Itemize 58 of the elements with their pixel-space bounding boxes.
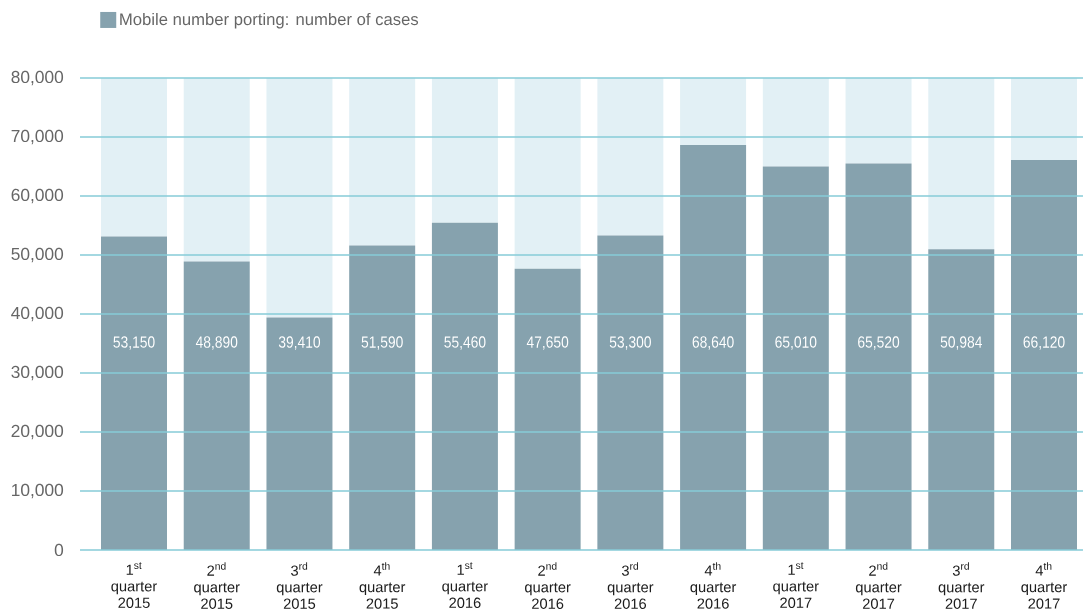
data-label: 55,460 [444,336,486,350]
x-tick-label: $\text{4}^{\text{th}}\ \text{quarter}\ \text{2017}$ [1021,562,1067,609]
data-label: 68,640 [692,336,734,350]
data-label: 48,890 [195,336,238,350]
y-tick-label: 20,000 [11,424,64,440]
x-tick-label: $\text{3}^{\text{rd}}\ \text{quarter}\ \text{2015}$ [276,562,323,609]
x-tick-label: $\text{3}^{\text{rd}}\ \text{quarter}\ \text{2017}$ [938,562,985,609]
y-tick-label: 40,000 [11,306,64,322]
x-tick-label: $\text{2}^{\text{nd}}\ \text{quarter}\ \text{2015}$ [194,562,240,609]
x-tick-label: $\text{1}^{\text{st}}\ \text{quarter}\ \text{2017}$ [773,562,819,608]
bar [680,145,747,550]
y-tick-label: 70,000 [11,129,64,145]
bar [845,163,912,550]
x-tick-label: $\text{3}^{\text{rd}}\ \text{quarter}\ \text{2016}$ [607,562,654,609]
data-label: 50,984 [940,336,982,350]
bar [928,249,995,550]
bar [597,78,664,236]
bar [183,78,250,262]
bar [266,78,333,318]
bar [431,78,498,223]
bar [1011,78,1077,160]
bar [431,222,498,550]
data-label: 66,120 [1023,336,1065,350]
x-tick-label: $\text{1}^{\text{st}}\ \text{quarter}\ \text{2016}$ [442,562,488,608]
bar [845,78,912,164]
y-tick-label: 10,000 [12,483,64,499]
x-tick-label: $\text{2}^{\text{nd}}\ \text{quarter}\ \text{2017}$ [855,562,902,609]
data-label: 47,650 [526,336,569,350]
data-label: 51,590 [361,336,403,350]
bar [101,78,167,237]
y-tick-label: 0 [54,543,64,557]
bar [680,78,747,146]
bar [101,236,167,550]
data-label: 53,300 [609,336,651,350]
y-tick-label: 80,000 [11,70,64,86]
y-tick-label: 30,000 [11,365,64,381]
data-label: 53,150 [113,336,155,350]
bar [183,261,250,550]
bar [349,245,416,550]
bar [514,268,581,550]
x-tick-label: $\text{4}^{\text{th}}\ \text{quarter}\ \text{2015}$ [359,562,406,609]
bar [266,317,333,550]
bar [928,78,995,250]
bar [349,78,416,246]
bar [762,78,829,167]
bar [762,166,829,550]
x-tick-label: $\text{2}^{\text{nd}}\ \text{quarter}\ \text{2016}$ [525,562,571,609]
y-tick-label: 60,000 [11,188,64,204]
data-label: 65,520 [858,336,900,350]
bar [514,78,581,269]
data-label: 39,410 [278,336,321,350]
data-label: 65,010 [775,336,817,350]
bar [597,235,664,550]
bar [1011,159,1077,550]
x-tick-label: $\text{1}^{\text{st}}\ \text{quarter}\ \text{2015}$ [111,562,157,608]
legend-label: Mobile number porting: number of cases [120,12,419,29]
y-tick-label: 50,000 [11,247,64,263]
x-tick-label: $\text{4}^{\text{th}}\ \text{quarter}\ \text{2016}$ [690,562,737,609]
